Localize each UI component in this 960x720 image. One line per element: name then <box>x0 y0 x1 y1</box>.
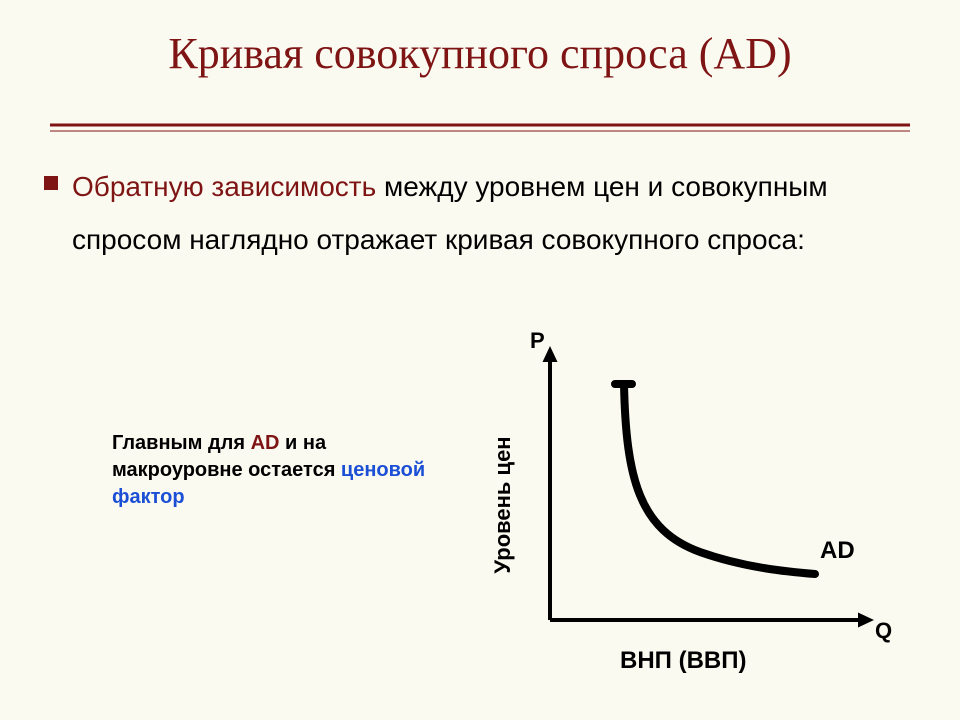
body-lead: Обратную зависимость <box>72 171 376 202</box>
ad-chart: P Q AD Уровень цен ВНП (ВВП) <box>470 320 910 690</box>
body-text: Обратную зависимость между уровнем цен и… <box>72 160 892 266</box>
ad-curve <box>624 384 815 574</box>
label-q: Q <box>875 618 892 643</box>
note-text: Главным для AD и на макроуровне остается… <box>112 430 442 511</box>
slide-title: Кривая совокупного спроса (AD) <box>0 28 960 79</box>
label-yaxis: Уровень цен <box>490 436 515 573</box>
slide: Кривая совокупного спроса (AD) Обратную … <box>0 0 960 720</box>
axes <box>543 346 875 628</box>
chart-svg: P Q AD Уровень цен ВНП (ВВП) <box>470 320 910 690</box>
bullet-icon <box>44 176 58 190</box>
label-p: P <box>530 328 545 353</box>
curve-group <box>615 384 815 574</box>
label-ad: AD <box>820 537 855 564</box>
y-arrow-icon <box>543 346 558 362</box>
label-xaxis: ВНП (ВВП) <box>620 647 746 674</box>
note-part1: Главным для <box>112 432 251 454</box>
x-arrow-icon <box>858 613 874 628</box>
note-ad: AD <box>251 432 280 454</box>
